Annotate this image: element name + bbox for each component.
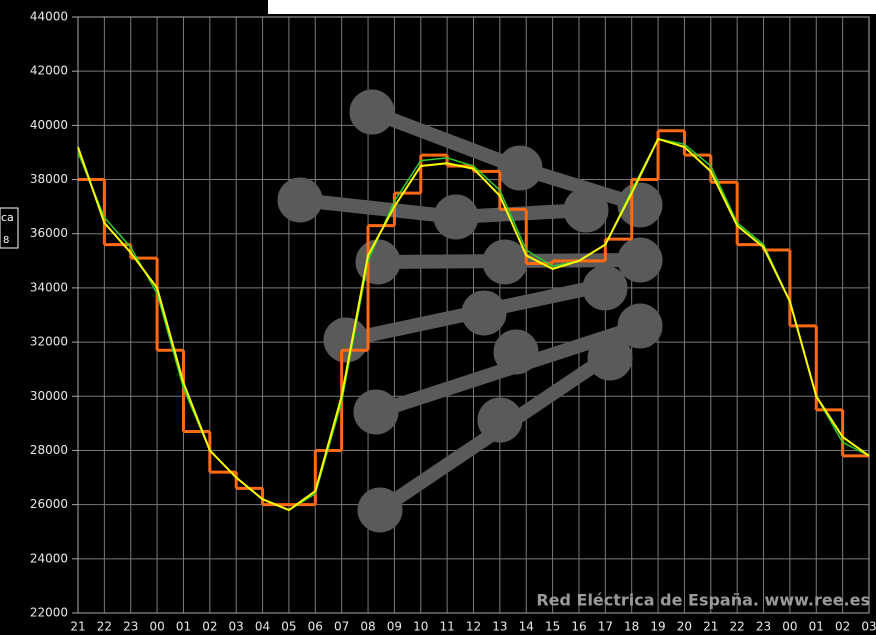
x-tick-label: 22 xyxy=(730,620,745,634)
x-tick-label: 07 xyxy=(334,620,349,634)
y-tick-label: 36000 xyxy=(30,226,68,240)
fragment-text: 8 xyxy=(3,235,9,246)
x-tick-label: 19 xyxy=(650,620,665,634)
y-tick-label: 24000 xyxy=(30,551,68,565)
x-tick-label: 23 xyxy=(756,620,771,634)
y-tick-label: 34000 xyxy=(30,280,68,294)
x-tick-label: 06 xyxy=(308,620,323,634)
x-tick-label: 13 xyxy=(492,620,507,634)
series-line xyxy=(77,137,870,512)
x-tick-label: 03 xyxy=(229,620,244,634)
x-tick-label: 01 xyxy=(176,620,191,634)
x-tick-label: 14 xyxy=(519,620,534,634)
x-tick-label: 18 xyxy=(624,620,639,634)
y-tick-label: 22000 xyxy=(30,606,68,620)
watermark: Red Eléctrica de España. www.ree.es xyxy=(536,591,870,610)
x-tick-label: 00 xyxy=(149,620,164,634)
x-tick-label: 09 xyxy=(387,620,402,634)
y-tick-label: 38000 xyxy=(30,172,68,186)
x-tick-label: 05 xyxy=(281,620,296,634)
y-tick-label: 26000 xyxy=(30,497,68,511)
x-tick-label: 03 xyxy=(861,620,876,634)
fragment-text: ca xyxy=(1,211,14,224)
x-tick-label: 21 xyxy=(70,620,85,634)
x-tick-label: 10 xyxy=(413,620,428,634)
x-tick-label: 16 xyxy=(571,620,586,634)
y-tick-label: 28000 xyxy=(30,443,68,457)
plot-frame xyxy=(77,16,870,614)
window-strip xyxy=(268,0,876,14)
x-tick-label: 15 xyxy=(545,620,560,634)
x-tick-label: 08 xyxy=(360,620,375,634)
x-tick-label: 20 xyxy=(677,620,692,634)
x-tick-label: 17 xyxy=(598,620,613,634)
x-tick-label: 21 xyxy=(703,620,718,634)
logo xyxy=(277,89,663,533)
x-tick-label: 12 xyxy=(466,620,481,634)
y-tick-label: 32000 xyxy=(30,335,68,349)
x-tick-label: 22 xyxy=(97,620,112,634)
x-tick-label: 23 xyxy=(123,620,138,634)
y-tick-label: 30000 xyxy=(30,389,68,403)
y-tick-label: 40000 xyxy=(30,118,68,132)
x-tick-label: 02 xyxy=(835,620,850,634)
y-tick-label: 42000 xyxy=(30,64,68,78)
y-tick-label: 44000 xyxy=(30,10,68,24)
x-tick-label: 01 xyxy=(809,620,824,634)
x-tick-label: 04 xyxy=(255,620,270,634)
x-tick-label: 02 xyxy=(202,620,217,634)
window-fragment xyxy=(0,207,19,249)
x-tick-label: 00 xyxy=(782,620,797,634)
x-tick-label: 11 xyxy=(439,620,454,634)
